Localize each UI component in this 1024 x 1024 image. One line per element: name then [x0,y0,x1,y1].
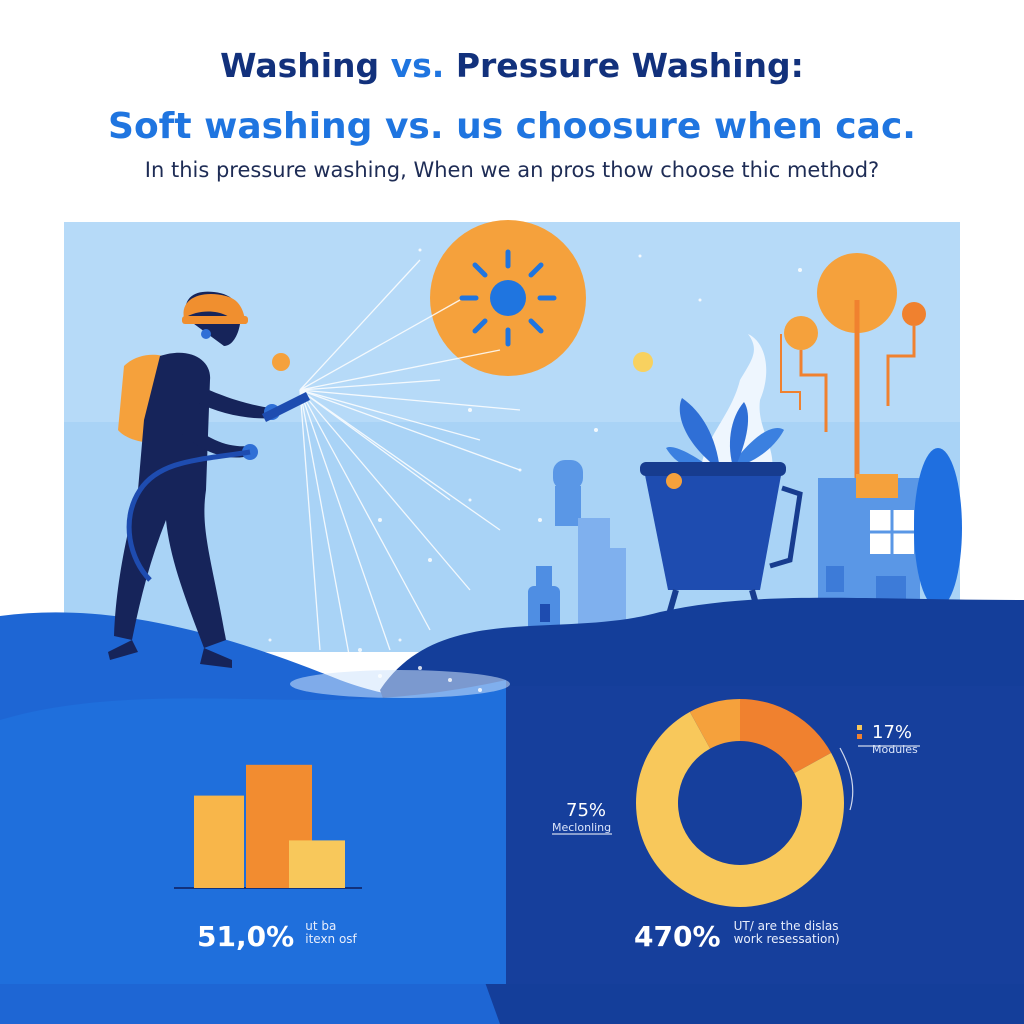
donut-slice-2 [636,711,844,908]
worker-icon [108,291,310,668]
donut-stat-caption-2: work resessation) [733,932,840,946]
bar-3 [289,840,345,888]
donut-chart [552,699,920,908]
donut-stat-value: 470% [634,920,721,953]
donut-slice-1 [740,699,832,774]
bar-stat: 51,0% ut ba itexn osf [197,919,357,954]
donut-callout-top [839,747,854,811]
donut-label-top-value: 17% [872,722,913,743]
donut-slice-3 [689,699,740,749]
bar-stat-caption-1: ut ba [305,919,337,933]
building-icon [818,448,962,608]
donut-stat: 470% UT/ are the dislas work resessation… [634,919,840,954]
page-title: Washing vs. Pressure Washing: [220,46,804,85]
legend-swatch-1 [857,725,862,730]
donut-label-left: 75% Meclonling [552,800,611,834]
bar-chart [174,764,362,889]
donut-label-top-caption: Modules [872,743,918,756]
water-spray [299,259,521,661]
plant-icon [666,334,784,480]
legend-swatch-2 [857,734,862,739]
page-subtitle: Soft washing vs. us choosure when cac. [108,106,916,147]
donut-label-top: 17% Modules [872,722,918,756]
donut-label-left-value: 75% [566,800,607,821]
bar-1 [194,795,244,888]
bar-stat-caption-2: itexn osf [305,932,357,946]
page-tagline: In this pressure washing, When we an pro… [144,158,880,182]
tree-icon [780,253,926,480]
donut-label-left-caption: Meclonling [552,821,612,834]
sun-icon [430,220,586,376]
bar-stat-value: 51,0% [197,920,295,953]
title-accent: vs. [390,46,445,85]
bucket-icon [640,462,803,619]
donut-stat-caption-1: UT/ are the dislas [733,919,839,933]
